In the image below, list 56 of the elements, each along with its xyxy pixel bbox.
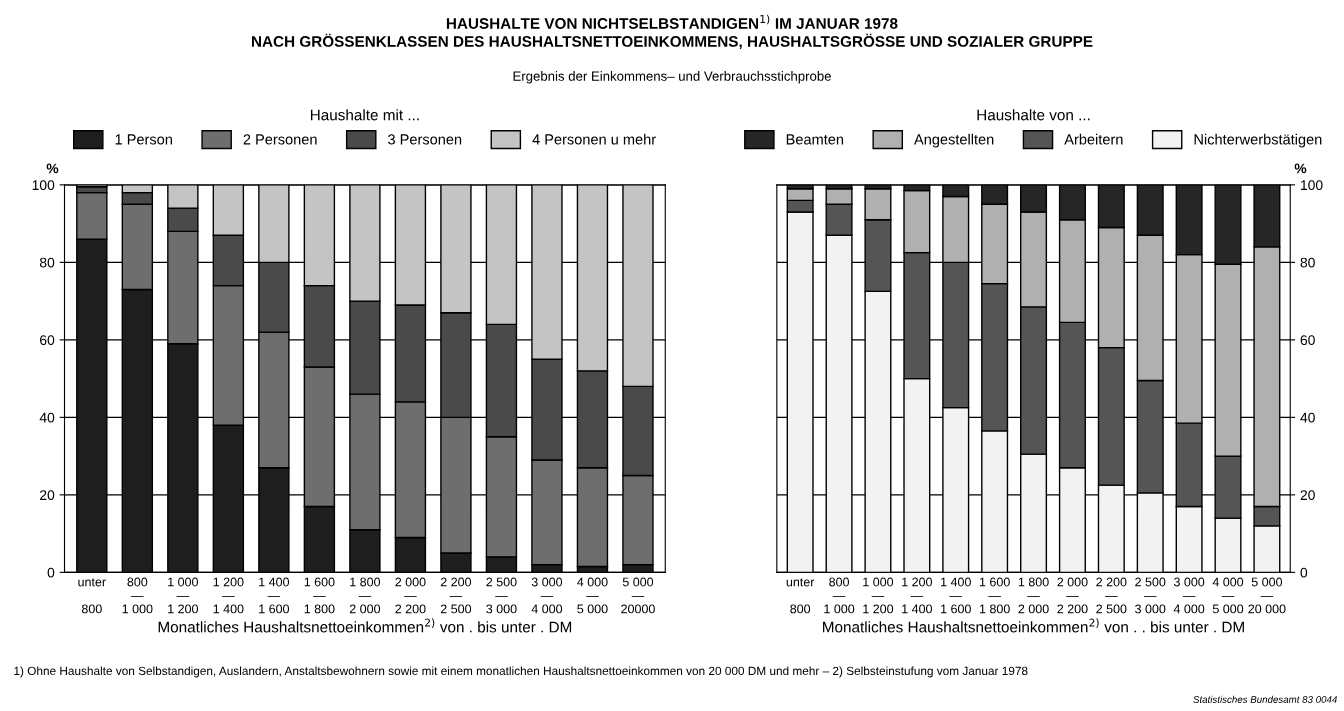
x-tick-label: 1 400 — 1 600 [259, 577, 290, 614]
x-tick-label: 2 200 — 2 500 [440, 577, 472, 614]
x-tick-label: 4 000 — 5 000 [577, 577, 608, 614]
x-tick-label: 1 800 — 2 000 [349, 577, 381, 614]
legend-title: Haushalte mit ... [310, 109, 419, 121]
y-tick-label: 40 [39, 412, 55, 423]
y-tick-label: 80 [39, 257, 55, 268]
legend-label: Arbeitern [1064, 133, 1123, 145]
x-tick-label: 2 200 — 2 500 [1096, 577, 1127, 614]
y2-axis-title: % [1294, 163, 1307, 174]
chart-subtitle: Ergebnis der Einkommens– und Verbrauchsstichprobe [513, 71, 831, 84]
y2-tick-label: 40 [1300, 412, 1315, 423]
y2-tick-label: 20 [1300, 490, 1315, 501]
y2-tick-label: 100 [1301, 180, 1323, 191]
chart-title: HAUSHALTE VON NICHTSELBSTANDIGEN$^{1)}$ IM JANUAR 1978 NACH GRÖSSENKLASSEN DES HAUSHALTSNETTOEINKOMMENS, HAUSHALTSGRÖSSE UND SOZIALER GRUPPE [251, 14, 1093, 50]
x-axis-title: Monatliches Haushaltsnettoeinkommen$^{2)}$ von . . bis unter . DM [823, 618, 1244, 633]
y-axis-title: % [46, 163, 59, 174]
x-tick-label: 5 000 — 20 000 [1248, 577, 1286, 614]
legend-label: 1 Person [115, 134, 172, 145]
x-tick-label: 1 400 — 1 600 [941, 577, 971, 614]
legend-label: 3 Personen [388, 134, 462, 145]
x-tick-label: 1 200 — 1 400 [902, 577, 933, 614]
text: 1) Ohne Haushalte von Selbstandigen, Auslandern, Anstaltsbewohnern sowie mit einem monatlichen Haushaltsnettoeinkommen von 20 000 DM und mehr – 2) Selbsteinstufung vom Januar 1978 [14, 666, 1028, 678]
legend-title: Haushalte von ... [977, 109, 1090, 121]
text: Statistisches Bundesamt 83 0044 [1193, 695, 1337, 703]
x-axis-title: Monatliches Haushaltsnettoeinkommen$^{2)}$ von . bis unter . DM [158, 618, 572, 633]
x-tick-label: 4 000 — 5 000 [1212, 577, 1244, 614]
category-label: unter 800 [78, 578, 106, 614]
category-label: unter 800 [786, 578, 815, 614]
legend-label: Angestellten [914, 133, 994, 148]
x-tick-label: 3 000 — 4 000 [531, 577, 563, 614]
y2-tick-label: 60 [1300, 335, 1315, 346]
x-tick-label: 2 500 — 3 000 [486, 577, 517, 614]
legend-label: 2 Personen [243, 134, 317, 145]
y-tick-label: 20 [40, 490, 55, 501]
text: Beamten [786, 134, 844, 145]
x-tick-label: 1 800 — 2 000 [1018, 577, 1049, 614]
x-tick-label: 1 200 — 1 400 [213, 577, 244, 614]
y-tick-label: 100 [32, 180, 55, 191]
x-tick-label: 800 — 1 000 [824, 577, 855, 614]
x-tick-label: 1 000 — 1 200 [863, 577, 894, 614]
y2-tick-label: 0 [1300, 567, 1308, 578]
x-tick-label: 2 000 — 2 200 [395, 577, 426, 614]
x-tick-label: 2 000 — 2 200 [1057, 577, 1088, 614]
x-tick-label: 5 000 — 20000 [621, 577, 655, 614]
x-tick-label: 3 000 — 4 000 [1173, 577, 1205, 614]
y-tick-label: 60 [40, 335, 55, 346]
y-tick-label: 0 [47, 567, 55, 578]
legend-label: Nichterwerbstätigen [1194, 133, 1322, 148]
x-tick-label: 1 000 — 1 200 [168, 577, 198, 614]
x-tick-label: 1 600 — 1 800 [979, 577, 1010, 614]
x-tick-label: 1 600 — 1 800 [304, 577, 335, 614]
x-tick-label: 2 500 — 3 000 [1135, 577, 1166, 614]
legend-label: 4 Personen u mehr [532, 133, 656, 145]
y2-tick-label: 80 [1300, 257, 1315, 268]
x-tick-label: 800 — 1 000 [122, 577, 153, 614]
